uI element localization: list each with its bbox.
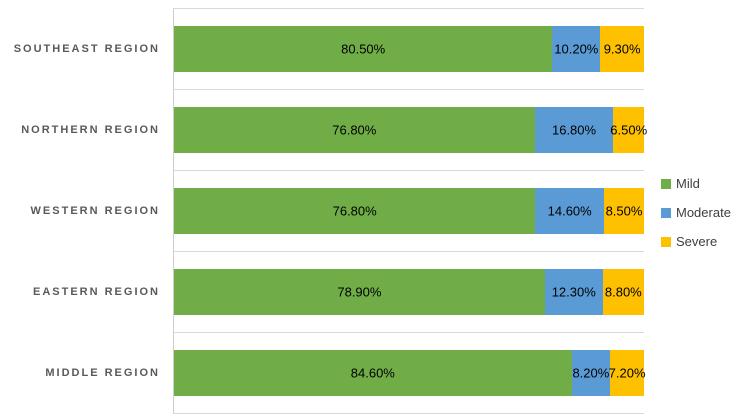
bar-segment-moderate: 8.20% bbox=[571, 350, 611, 396]
data-label: 76.80% bbox=[332, 203, 377, 219]
bar-segment-moderate: 16.80% bbox=[534, 107, 614, 153]
category-label: MIDDLE REGION bbox=[45, 366, 160, 379]
data-label: 16.80% bbox=[551, 122, 597, 138]
category-axis: SOUTHEAST REGION NORTHERN REGION WESTERN R… bbox=[0, 8, 160, 413]
category-row: EASTERN REGION bbox=[0, 251, 160, 332]
legend-item-severe: Severe bbox=[661, 233, 731, 250]
legend-item-moderate: Moderate bbox=[661, 204, 731, 221]
bar-segment-severe: 9.30% bbox=[600, 26, 644, 72]
legend-label: Severe bbox=[676, 234, 718, 249]
category-row: MIDDLE REGION bbox=[0, 332, 160, 413]
data-label: 6.50% bbox=[610, 122, 648, 138]
legend-label: Mild bbox=[676, 176, 700, 191]
data-label: 8.80% bbox=[604, 284, 642, 300]
category-label: NORTHERN REGION bbox=[21, 123, 160, 136]
bar-segment-severe: 8.80% bbox=[602, 269, 644, 315]
data-label: 78.90% bbox=[337, 284, 382, 300]
data-label: 8.50% bbox=[605, 203, 643, 219]
bar-segment-mild: 84.60% bbox=[174, 350, 572, 396]
legend: Mild Moderate Severe bbox=[661, 175, 731, 250]
data-label: 76.80% bbox=[332, 122, 377, 138]
category-row: WESTERN REGION bbox=[0, 170, 160, 251]
stacked-bar: 80.50% 10.20% 9.30% bbox=[174, 26, 644, 72]
legend-marker-icon bbox=[661, 178, 671, 189]
stacked-bar: 76.80% 14.60% 8.50% bbox=[174, 188, 644, 234]
data-label: 8.20% bbox=[572, 365, 610, 381]
bar-segment-mild: 76.80% bbox=[174, 107, 535, 153]
data-label: 14.60% bbox=[547, 203, 592, 219]
plot-row: 84.60% 8.20% 7.20% bbox=[174, 333, 646, 414]
data-label: 12.30% bbox=[551, 284, 596, 300]
legend-item-mild: Mild bbox=[661, 175, 731, 192]
bar-segment-moderate: 14.60% bbox=[535, 188, 605, 234]
data-label: 80.50% bbox=[341, 41, 386, 57]
stacked-bar: 78.90% 12.30% 8.80% bbox=[174, 269, 644, 315]
data-label: 9.30% bbox=[603, 41, 641, 57]
category-label: SOUTHEAST REGION bbox=[13, 42, 160, 55]
category-row: SOUTHEAST REGION bbox=[0, 8, 160, 89]
data-label: 7.20% bbox=[608, 365, 646, 381]
plot-row: 78.90% 12.30% 8.80% bbox=[174, 252, 644, 333]
bar-segment-severe: 7.20% bbox=[608, 350, 646, 396]
stacked-bar: 84.60% 8.20% 7.20% bbox=[174, 350, 646, 396]
legend-marker-icon bbox=[661, 207, 671, 218]
plot-row: 80.50% 10.20% 9.30% bbox=[174, 9, 644, 90]
category-row: NORTHERN REGION bbox=[0, 89, 160, 170]
bar-segment-moderate: 10.20% bbox=[552, 26, 601, 72]
bar-segment-mild: 80.50% bbox=[174, 26, 553, 72]
bar-segment-moderate: 12.30% bbox=[544, 269, 603, 315]
plot-area: 80.50% 10.20% 9.30% 76.80% 16.80% 6.50% 76.80%… bbox=[173, 8, 648, 414]
legend-marker-icon bbox=[661, 236, 671, 247]
bar-segment-severe: 8.50% bbox=[604, 188, 644, 234]
plot-row: 76.80% 16.80% 6.50% bbox=[174, 90, 648, 171]
bar-segment-severe: 6.50% bbox=[610, 107, 648, 153]
legend-label: Moderate bbox=[676, 205, 731, 220]
data-label: 10.20% bbox=[554, 41, 599, 57]
bar-segment-mild: 76.80% bbox=[174, 188, 536, 234]
category-label: WESTERN REGION bbox=[30, 204, 160, 217]
category-label: EASTERN REGION bbox=[32, 285, 160, 298]
data-label: 84.60% bbox=[350, 365, 395, 381]
bar-segment-mild: 78.90% bbox=[174, 269, 545, 315]
stacked-bar: 76.80% 16.80% 6.50% bbox=[174, 107, 648, 153]
plot-row: 76.80% 14.60% 8.50% bbox=[174, 171, 644, 252]
